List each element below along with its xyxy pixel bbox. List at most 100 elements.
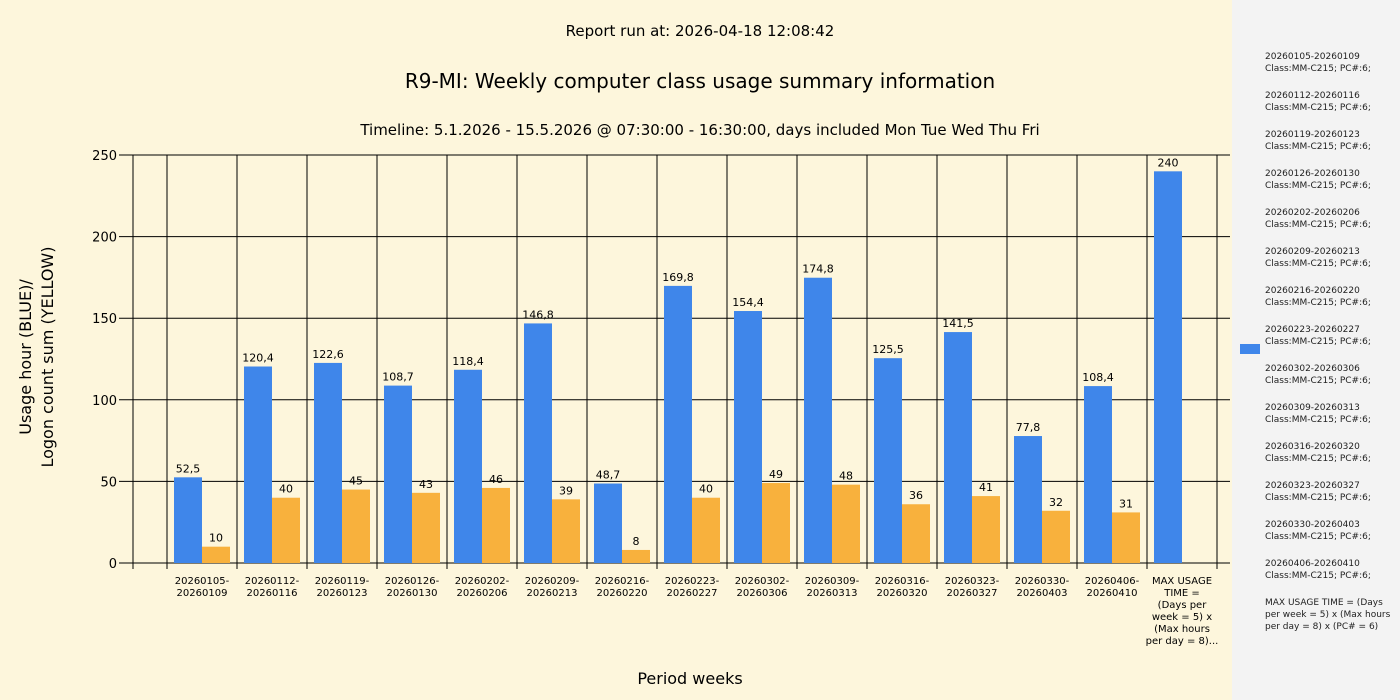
- data-label-logon: 39: [559, 484, 573, 497]
- data-label-logon: 8: [633, 535, 640, 548]
- timeline-subtitle: Timeline: 5.1.2026 - 15.5.2026 @ 07:30:0…: [360, 121, 1040, 139]
- legend-entry: 20260126-20260130 Class:MM-C215; PC#:6;: [1265, 168, 1395, 207]
- data-label-logon: 48: [839, 470, 853, 483]
- data-label-logon: 36: [909, 489, 923, 502]
- legend-entry-detail: Class:MM-C215; PC#:6;: [1265, 220, 1371, 230]
- legend-entry-period: 20260202-20260206: [1265, 208, 1360, 218]
- data-label-logon: 43: [419, 478, 433, 491]
- bar-usage: [664, 285, 692, 563]
- x-tick-label: 20260323-20260327: [945, 576, 1000, 599]
- chart-title: R9-MI: Weekly computer class usage summa…: [404, 69, 996, 93]
- legend-entry-detail: Class:MM-C215; PC#:6;: [1265, 415, 1371, 425]
- x-tick-label: 20260209-20260213: [525, 576, 580, 599]
- x-tick-label-line: 20260130: [387, 588, 438, 599]
- legend-entry: 20260302-20260306 Class:MM-C215; PC#:6;: [1265, 363, 1395, 402]
- data-label-logon: 40: [699, 483, 713, 496]
- x-tick-label-line: 20260316-: [875, 576, 930, 587]
- legend-entry-detail: Class:MM-C215; PC#:6;: [1265, 532, 1371, 542]
- bar-usage: [1154, 171, 1182, 563]
- legend-entry: 20260330-20260403 Class:MM-C215; PC#:6;: [1265, 519, 1395, 558]
- data-label-logon: 41: [979, 481, 993, 494]
- x-tick-label-line: 20260216-: [595, 576, 650, 587]
- bar-logon: [692, 497, 720, 563]
- x-tick-label-line: 20260109: [177, 588, 228, 599]
- bar-logon: [832, 484, 860, 563]
- bar-logon: [412, 492, 440, 563]
- data-label-usage: 108,7: [382, 371, 414, 384]
- data-label-usage: 77,8: [1016, 421, 1041, 434]
- bar-usage: [244, 366, 272, 563]
- legend-swatch-usage: [1240, 344, 1260, 354]
- legend-entry: 20260202-20260206 Class:MM-C215; PC#:6;: [1265, 207, 1395, 246]
- legend-footnote: MAX USAGE TIME = (Days per week = 5) x (…: [1265, 598, 1391, 632]
- data-label-logon: 32: [1049, 496, 1063, 509]
- legend-entry: 20260119-20260123 Class:MM-C215; PC#:6;: [1265, 129, 1395, 168]
- x-tick-label-line: 20260403: [1017, 588, 1068, 599]
- y-axis-title-line-1: Usage hour (BLUE)/: [16, 279, 35, 435]
- data-label-usage: 146,8: [522, 308, 554, 321]
- x-tick-label: 20260119-20260123: [315, 576, 370, 599]
- bar-usage: [594, 483, 622, 563]
- bar-logon: [1042, 510, 1070, 563]
- data-label-usage: 154,4: [732, 296, 764, 309]
- bar-logon: [342, 489, 370, 563]
- bar-usage: [174, 477, 202, 563]
- x-tick-label: 20260302-20260306: [735, 576, 790, 599]
- y-axis-title-line-2: Logon count sum (YELLOW): [38, 246, 57, 468]
- data-label-usage: 108,4: [1082, 371, 1114, 384]
- legend-entry-period: 20260112-20260116: [1265, 91, 1360, 101]
- x-tick-label-line: 20260119-: [315, 576, 370, 587]
- x-tick-label-line: 20260223-: [665, 576, 720, 587]
- bar-usage: [874, 358, 902, 563]
- x-tick-label: MAX USAGE TIME = (Days per week = 5) x (Max …: [1146, 576, 1219, 647]
- data-label-usage: 120,4: [242, 352, 274, 365]
- bar-logon: [1112, 512, 1140, 563]
- x-tick-label-line: 20260123: [317, 588, 368, 599]
- x-tick-label-line: 20260320: [877, 588, 928, 599]
- legend-entry-detail: Class:MM-C215; PC#:6;: [1265, 142, 1371, 152]
- x-tick-label-line: 20260206: [457, 588, 508, 599]
- data-label-usage: 122,6: [312, 348, 344, 361]
- x-tick-label: 20260406-20260410: [1085, 576, 1140, 599]
- legend-entry-detail: Class:MM-C215; PC#:6;: [1265, 454, 1371, 464]
- legend-entry-detail: Class:MM-C215; PC#:6;: [1265, 103, 1371, 113]
- x-tick-label-line: MAX USAGE: [1152, 576, 1212, 587]
- legend-entry-period: 20260216-20260220: [1265, 286, 1360, 296]
- legend-entry: 20260223-20260227 Class:MM-C215; PC#:6;: [1265, 324, 1395, 363]
- legend-entry-detail: Class:MM-C215; PC#:6;: [1265, 259, 1371, 269]
- legend-entry-period: 20260406-20260410: [1265, 559, 1360, 569]
- bar-logon: [622, 549, 650, 563]
- data-label-usage: 141,5: [942, 317, 974, 330]
- legend-entry-period: 20260209-20260213: [1265, 247, 1360, 257]
- x-tick-label-line: 20260126-: [385, 576, 440, 587]
- x-tick-label-line: TIME =: [1163, 588, 1200, 599]
- bar-logon: [482, 487, 510, 563]
- bar-logon: [272, 497, 300, 563]
- x-tick-label-line: (Days per: [1158, 600, 1208, 611]
- bar-usage: [944, 332, 972, 563]
- bar-usage: [524, 323, 552, 563]
- bar-logon: [762, 483, 790, 563]
- x-tick-label-line: 20260302-: [735, 576, 790, 587]
- x-tick-label-line: 20260330-: [1015, 576, 1070, 587]
- data-label-usage: 52,5: [176, 462, 201, 475]
- x-tick-label-line: 20260309-: [805, 576, 860, 587]
- legend-entry: 20260406-20260410 Class:MM-C215; PC#:6;: [1265, 558, 1395, 597]
- bar-usage: [1084, 386, 1112, 563]
- x-tick-label: 20260330-20260403: [1015, 576, 1070, 599]
- x-tick-label-line: 20260213: [527, 588, 578, 599]
- x-tick-label-line: 20260116: [247, 588, 298, 599]
- bar-usage: [454, 369, 482, 563]
- data-label-logon: 46: [489, 473, 503, 486]
- bar-logon: [552, 499, 580, 563]
- x-tick-label: 20260105-20260109: [175, 576, 230, 599]
- x-axis-title: Period weeks: [637, 669, 743, 688]
- legend-entry: 20260209-20260213 Class:MM-C215; PC#:6;: [1265, 246, 1395, 285]
- legend-entry-period: 20260105-20260109: [1265, 52, 1360, 62]
- data-label-usage: 240: [1158, 156, 1179, 169]
- data-label-logon: 49: [769, 468, 783, 481]
- bar-logon: [902, 504, 930, 563]
- legend-entry-detail: Class:MM-C215; PC#:6;: [1265, 376, 1371, 386]
- x-tick-label-line: 20260202-: [455, 576, 510, 587]
- legend-entry: 20260309-20260313 Class:MM-C215; PC#:6;: [1265, 402, 1395, 441]
